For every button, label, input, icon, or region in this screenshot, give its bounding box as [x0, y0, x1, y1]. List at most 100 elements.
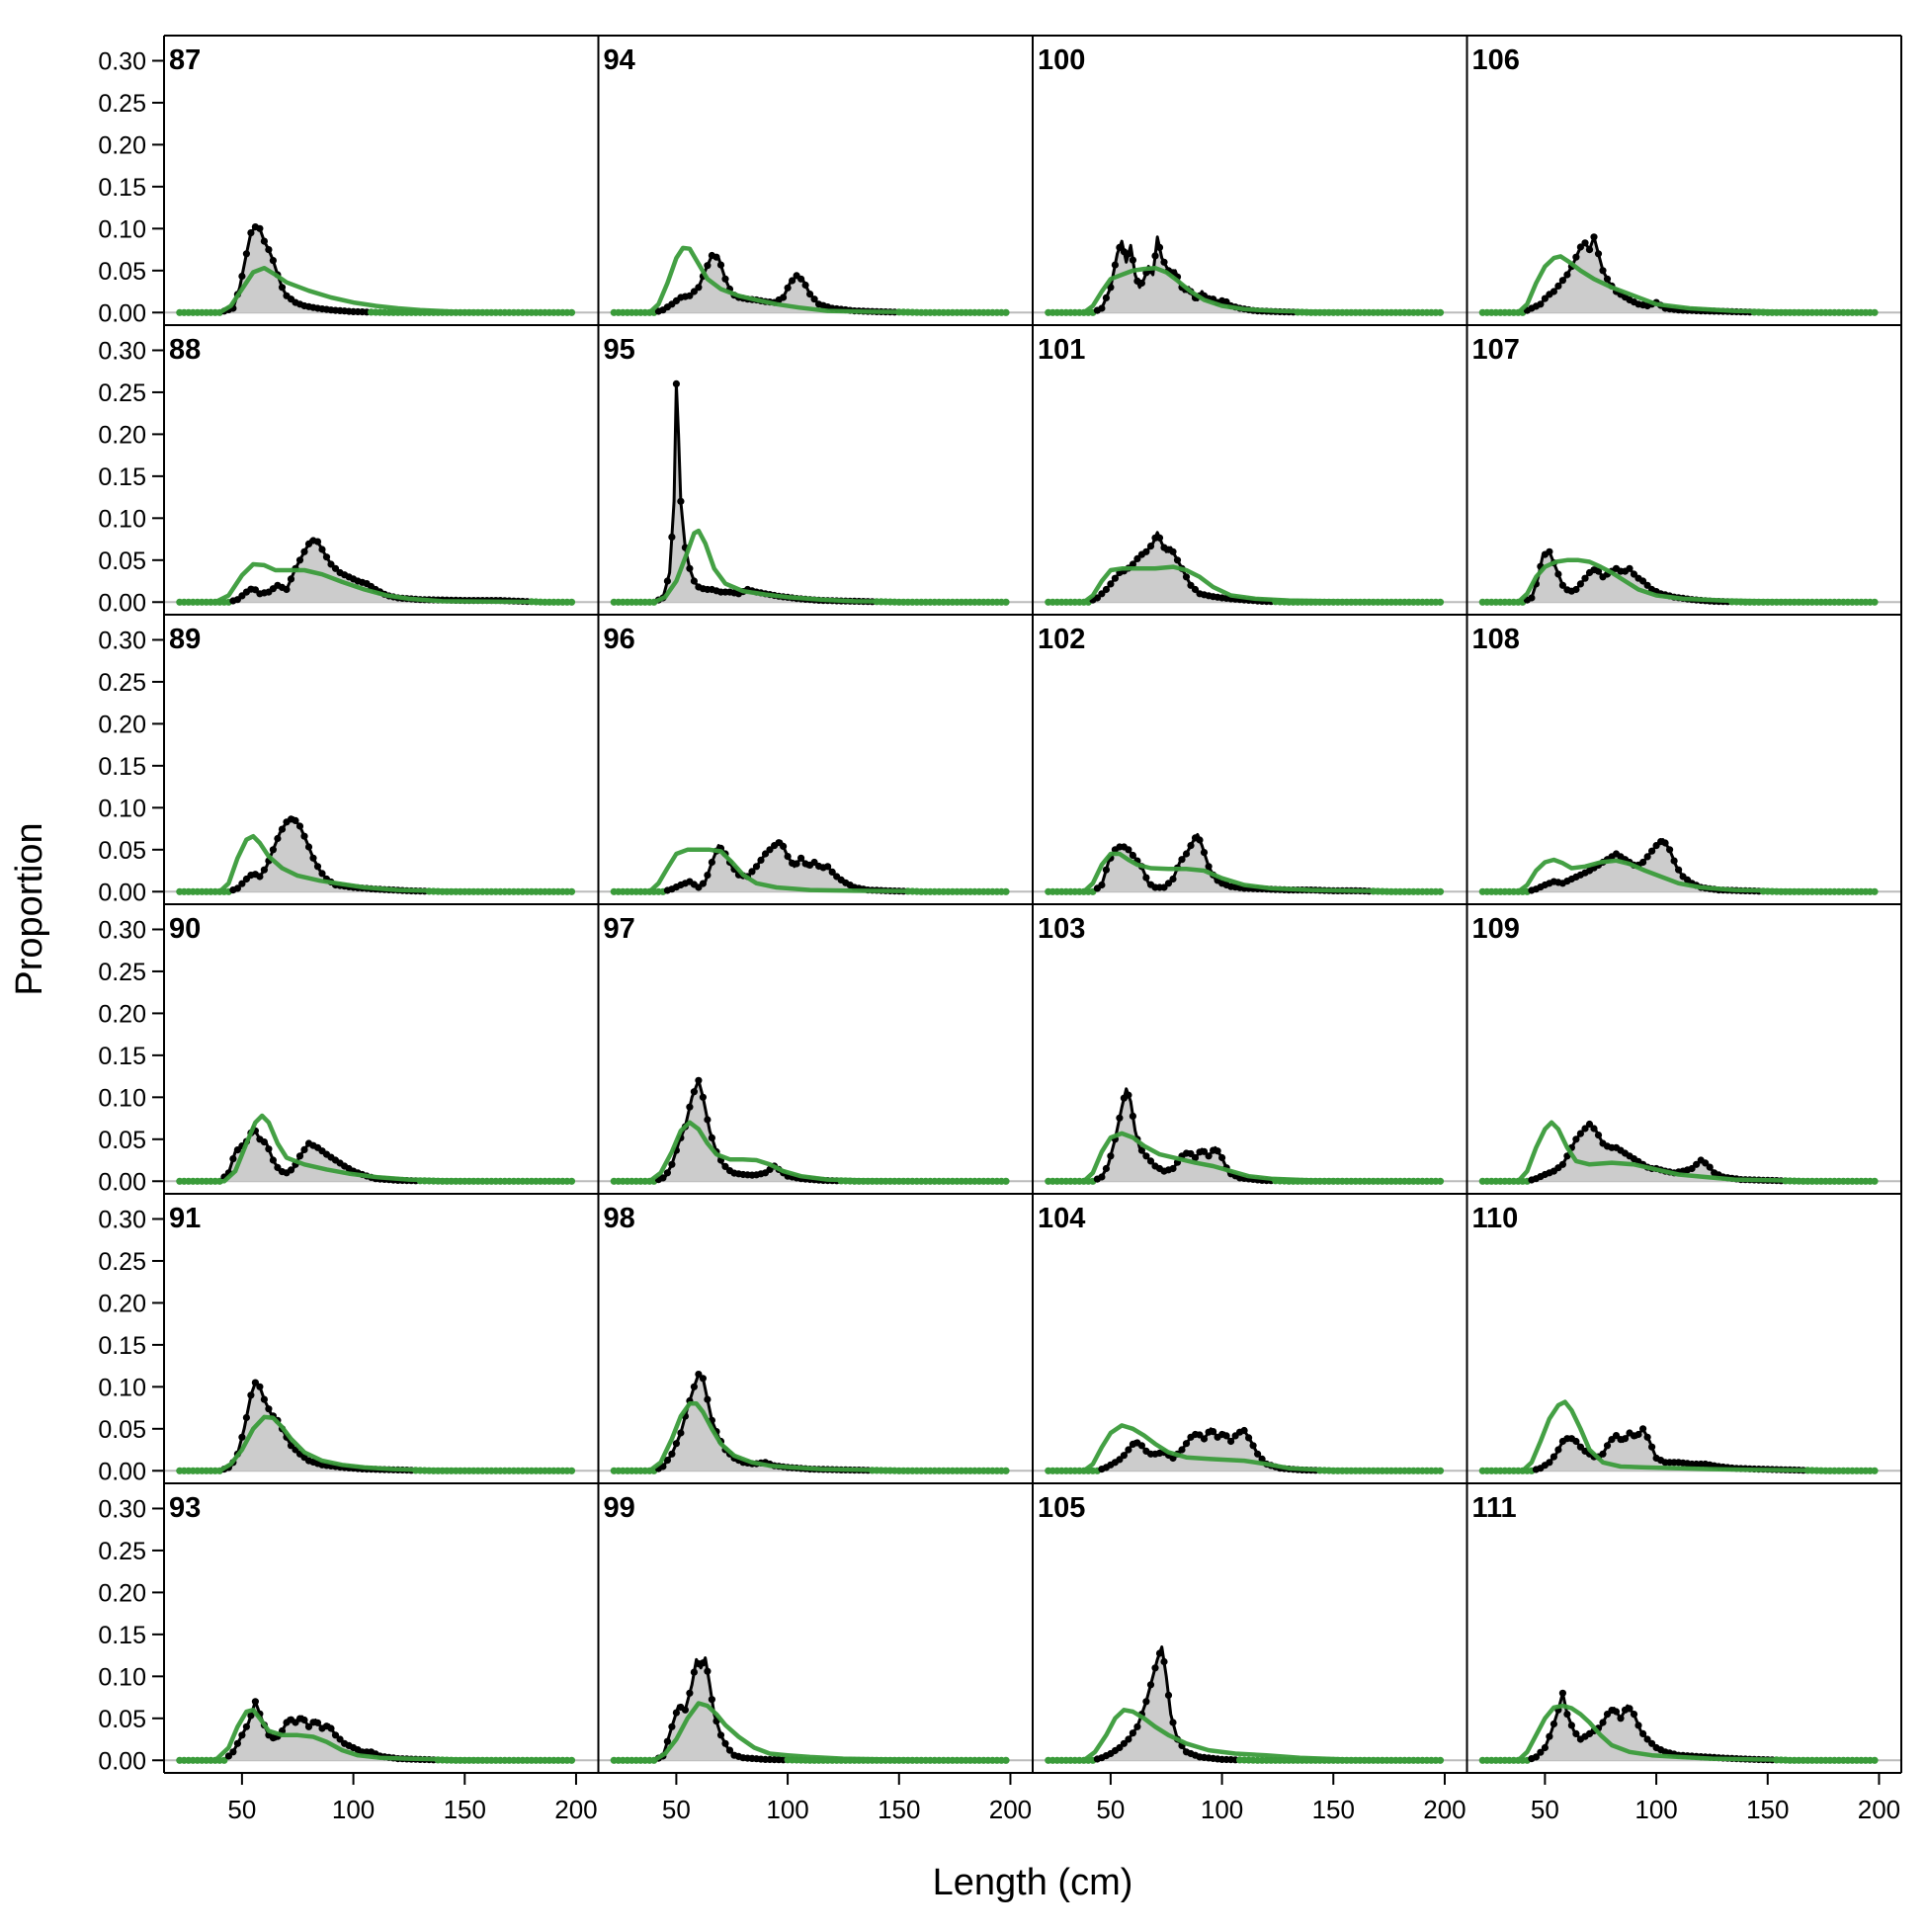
observed-point — [1160, 258, 1168, 266]
observed-point — [1554, 570, 1562, 578]
expected-line — [1482, 1703, 1876, 1763]
observed-point — [1133, 1722, 1141, 1730]
observed-point — [1546, 1732, 1553, 1740]
observed-point — [295, 1152, 304, 1160]
observed-point — [229, 1155, 237, 1163]
panel-109: 109 — [1466, 913, 1901, 1185]
observed-point — [1155, 243, 1164, 251]
observed-point — [1572, 585, 1580, 594]
observed-point — [1098, 1173, 1106, 1181]
observed-point — [663, 1737, 672, 1745]
observed-point — [1648, 1443, 1656, 1451]
y-tick-label: 0.15 — [98, 753, 146, 781]
observed-point — [1563, 271, 1571, 279]
panel-label: 103 — [1038, 913, 1085, 945]
observed-point — [238, 880, 246, 887]
observed-point — [1169, 1164, 1177, 1173]
y-tick-label: 0.25 — [98, 1248, 146, 1276]
observed-area — [1482, 551, 1875, 603]
panel-plot-area — [598, 1076, 1033, 1185]
observed-point — [1191, 585, 1200, 594]
observed-point — [1116, 1114, 1124, 1122]
observed-point — [1675, 866, 1683, 874]
panel-plot-area — [164, 223, 599, 316]
observed-point — [1550, 1453, 1557, 1461]
observed-area — [1047, 532, 1441, 603]
observed-area — [1047, 1646, 1441, 1761]
y-tick-label: 0.15 — [98, 174, 146, 202]
panel-label: 98 — [604, 1203, 635, 1234]
expected-line — [179, 833, 572, 894]
observed-point — [1164, 1691, 1173, 1699]
expected-line — [1047, 1131, 1441, 1184]
observed-point — [659, 1174, 667, 1182]
observed-area — [1482, 1124, 1875, 1182]
observed-point — [699, 1375, 708, 1383]
panel-label: 100 — [1038, 44, 1085, 76]
observed-point — [1098, 590, 1106, 598]
observed-point — [1576, 580, 1584, 588]
observed-point — [322, 553, 331, 561]
observed-point — [1599, 1450, 1607, 1458]
y-tick-label: 0.00 — [98, 1168, 146, 1196]
observed-point — [1196, 836, 1204, 844]
x-tick-label: 100 — [332, 1795, 375, 1824]
y-tick-label: 0.30 — [98, 627, 146, 654]
observed-point — [1572, 1135, 1580, 1143]
panel-label: 89 — [169, 624, 201, 655]
panel-107: 107 — [1466, 334, 1901, 606]
panel-104: 104 — [1033, 1203, 1467, 1474]
y-tick-label: 0.25 — [98, 669, 146, 697]
observed-point — [224, 1752, 232, 1760]
observed-point — [1567, 1722, 1575, 1729]
observed-point — [1129, 1729, 1136, 1737]
x-tick-label: 200 — [1858, 1795, 1900, 1824]
observed-point — [1169, 1719, 1177, 1726]
observed-point — [1160, 883, 1168, 891]
x-tick-label: 100 — [1201, 1795, 1243, 1824]
observed-point — [704, 1395, 712, 1403]
observed-point — [1550, 1720, 1557, 1728]
observed-point — [318, 546, 326, 553]
observed-point — [1626, 564, 1634, 572]
observed-point — [1550, 288, 1557, 295]
observed-point — [260, 1395, 268, 1403]
expected-line — [179, 1708, 572, 1763]
observed-point — [283, 585, 291, 594]
observed-point — [331, 564, 340, 572]
expected-line — [1482, 254, 1876, 315]
observed-point — [1639, 858, 1647, 867]
panel-97: 97 — [598, 913, 1033, 1185]
panel-plot-area — [598, 245, 1033, 316]
observed-point — [752, 863, 761, 871]
observed-point — [690, 1088, 699, 1096]
panel-plot-area — [164, 815, 599, 895]
observed-point — [1182, 1440, 1191, 1448]
observed-point — [1648, 1739, 1656, 1747]
panel-label: 87 — [169, 44, 201, 76]
observed-point — [695, 284, 703, 292]
panel-96: 96 — [598, 624, 1033, 895]
observed-point — [1630, 1711, 1638, 1719]
observed-point — [797, 854, 805, 862]
observed-point — [256, 1383, 264, 1390]
panel-label: 94 — [604, 44, 635, 76]
observed-area — [614, 1657, 1006, 1761]
observed-point — [1541, 294, 1549, 302]
y-tick-label: 0.05 — [98, 837, 146, 865]
y-tick-label: 0.15 — [98, 463, 146, 491]
observed-point — [716, 261, 725, 269]
observed-point — [686, 1103, 694, 1111]
panel-89: 89 — [164, 624, 599, 895]
panel-88: 88 — [164, 334, 599, 606]
panel-110: 110 — [1466, 1203, 1901, 1474]
observed-point — [704, 1116, 712, 1124]
y-axis: 0.00 0.05 0.10 0.15 0.20 0.25 0.30 0.00 0.05 0.10… — [98, 47, 164, 1775]
observed-point — [708, 1696, 716, 1704]
observed-point — [725, 1746, 734, 1754]
panel-93: 93 — [164, 1492, 599, 1764]
observed-point — [1537, 1748, 1545, 1756]
observed-point — [1133, 554, 1141, 563]
observed-area — [179, 226, 572, 313]
